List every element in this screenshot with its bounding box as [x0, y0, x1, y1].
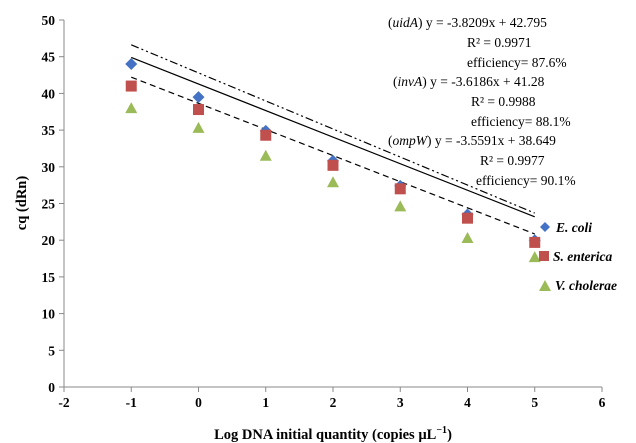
legend-marker-v-cholerae — [539, 280, 551, 291]
x-axis-title: Log DNA initial quantity (copies µL−1) — [214, 425, 452, 443]
x-tick-label: 5 — [531, 395, 538, 410]
annotation-ompw-r2: R² = 0.9977 — [480, 153, 545, 168]
legend: E. coli S. enterica V. cholerae — [539, 220, 617, 293]
point-v-cholerae — [394, 200, 407, 212]
point-v-cholerae — [327, 176, 339, 188]
x-tick-label: 3 — [397, 395, 404, 410]
x-tick-label: -2 — [58, 395, 69, 410]
legend-label-e-coli: E. coli — [555, 220, 592, 235]
legend-label-v-cholerae: V. cholerae — [555, 278, 617, 293]
point-e-coli — [125, 58, 138, 71]
legend-marker-e-coli — [540, 222, 550, 232]
point-v-cholerae — [125, 102, 138, 114]
y-tick-label: 45 — [42, 50, 56, 65]
point-s-enterica — [125, 80, 137, 92]
point-e-coli — [192, 91, 205, 104]
y-tick-label: 25 — [42, 197, 56, 212]
annotation-uida-r2: R² = 0.9971 — [467, 35, 532, 50]
point-v-cholerae — [528, 251, 541, 263]
point-s-enterica — [327, 159, 339, 171]
annotation-ompw: (ompW) y = -3.5591x + 38.649 R² = 0.9977… — [388, 133, 576, 188]
annotation-uida: (uidA) y = -3.8209x + 42.795 R² = 0.9971… — [388, 15, 567, 70]
annotation-ompw-efficiency: efficiency= 90.1% — [476, 173, 576, 188]
y-axis-title: cq (dRn) — [14, 176, 30, 231]
y-tick-label: 35 — [42, 123, 56, 138]
legend-label-s-enterica: S. enterica — [553, 249, 612, 264]
y-tick-label: 10 — [42, 307, 56, 322]
trendline-s-enterica — [131, 56, 535, 218]
annotation-inva-r2: R² = 0.9988 — [471, 94, 536, 109]
x-tick-label: -1 — [126, 395, 137, 410]
y-tick-label: 5 — [48, 343, 55, 358]
point-v-cholerae — [461, 231, 474, 243]
point-s-enterica — [394, 183, 406, 195]
y-tick-label: 20 — [42, 233, 56, 248]
y-tick-label: 15 — [42, 270, 56, 285]
legend-marker-s-enterica — [539, 251, 549, 261]
annotation-inva: (invA) y = -3.6186x + 41.28 R² = 0.9988 … — [393, 74, 571, 129]
y-tick-label: 0 — [48, 380, 55, 395]
point-v-cholerae — [259, 149, 272, 161]
trendlines — [131, 44, 535, 235]
point-s-enterica — [260, 129, 272, 141]
x-tick-label: 2 — [330, 395, 337, 410]
point-s-enterica — [529, 236, 541, 248]
point-s-enterica — [462, 212, 473, 224]
annotation-inva-equation: (invA) y = -3.6186x + 41.28 — [393, 74, 545, 89]
x-tick-label: 4 — [464, 395, 471, 410]
annotation-inva-efficiency: efficiency= 88.1% — [471, 114, 571, 129]
annotation-uida-equation: (uidA) y = -3.8209x + 42.795 — [388, 15, 547, 30]
annotation-ompw-equation: (ompW) y = -3.5591x + 38.649 — [388, 133, 556, 148]
x-tick-label: 1 — [262, 395, 269, 410]
data-points — [125, 58, 541, 263]
annotation-uida-efficiency: efficiency= 87.6% — [467, 55, 567, 70]
y-tick-label: 50 — [42, 13, 56, 28]
point-v-cholerae — [192, 121, 205, 133]
y-tick-label: 40 — [42, 86, 56, 101]
point-s-enterica — [193, 104, 204, 116]
x-tick-label: 6 — [599, 395, 606, 410]
x-tick-label: 0 — [195, 395, 202, 410]
trendline-e-coli — [131, 44, 535, 214]
y-tick-label: 30 — [42, 160, 56, 175]
trendline-v-cholerae — [131, 76, 535, 235]
